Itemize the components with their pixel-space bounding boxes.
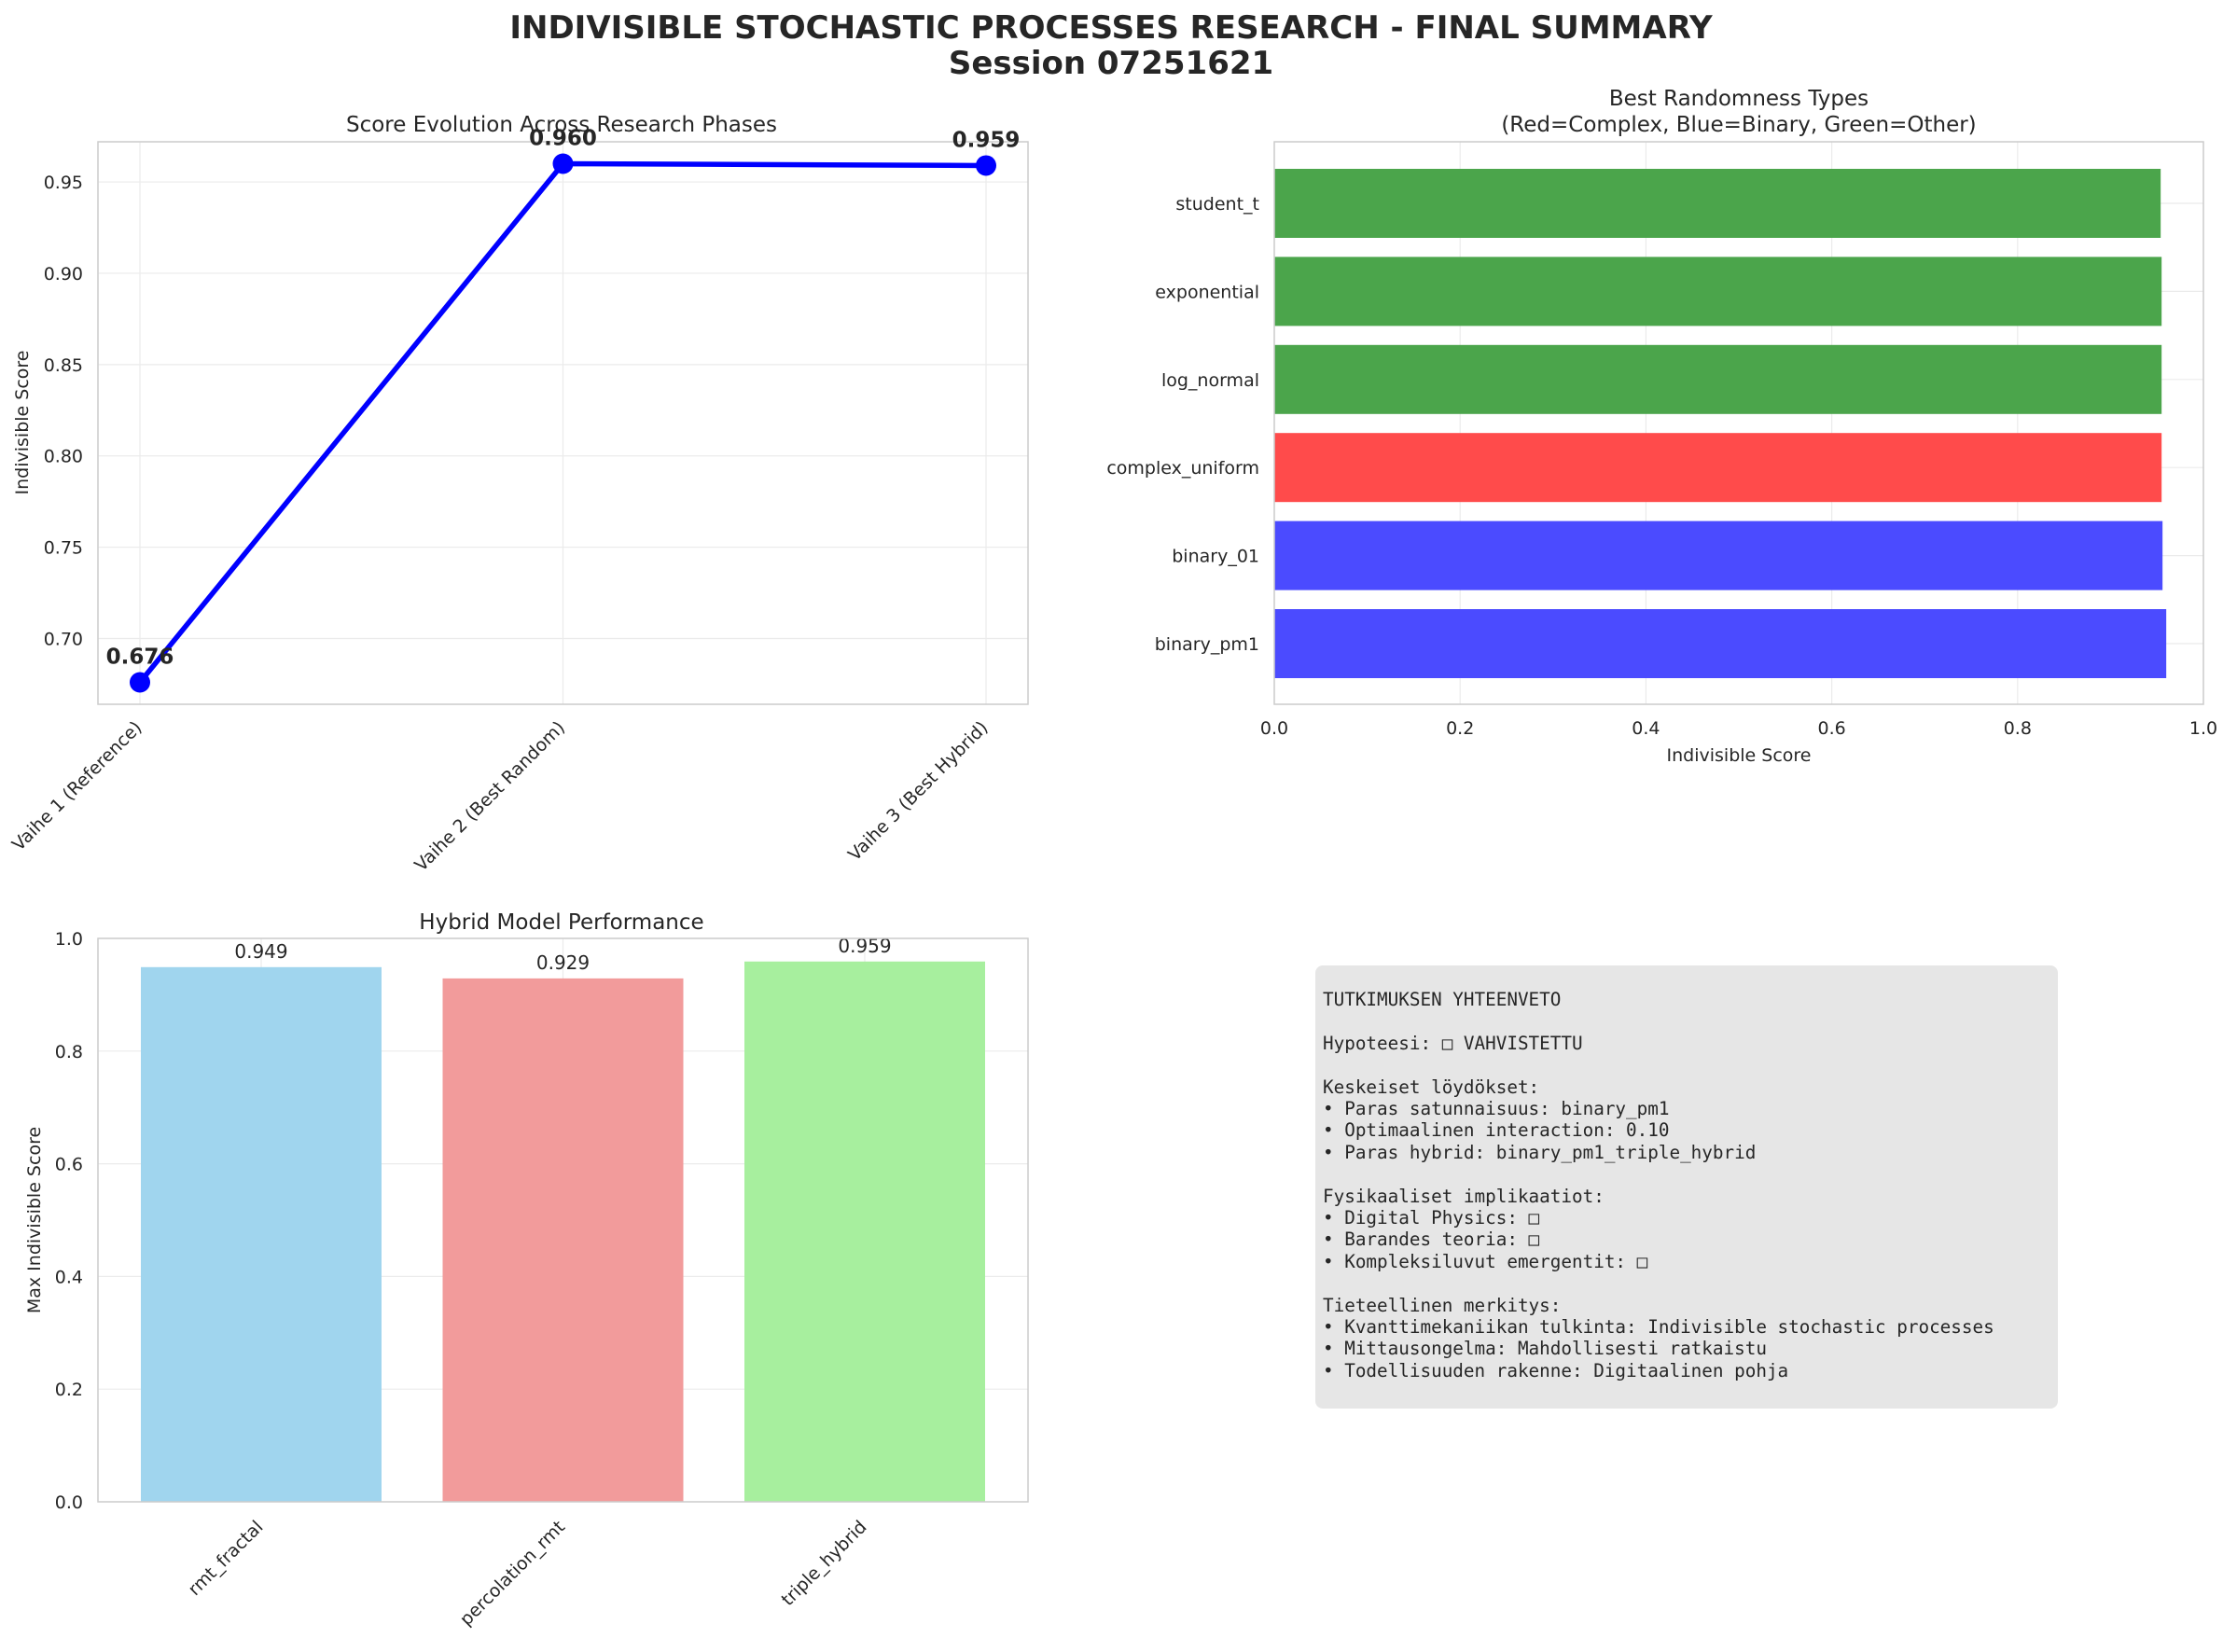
summary-implication-item: • Barandes teoria: □ (1323, 1229, 1540, 1251)
bar-complex_uniform (1274, 433, 2162, 503)
x-tick-label: Vaihe 1 (Reference) (8, 717, 146, 855)
hybrid-performance-chart: Hybrid Model Performance 0.949 0.929 0.959… (24, 910, 1029, 1630)
score-evolution-y-ticks: 0.70 0.75 0.80 0.85 0.90 0.95 (44, 173, 83, 649)
bar-binary_01 (1274, 521, 2163, 590)
x-tick-label: Vaihe 3 (Best Hybrid) (844, 717, 992, 865)
bar-data-label: 0.929 (536, 951, 590, 974)
randomness-types-frame (1273, 141, 2204, 705)
x-tick-label: 1.0 (2189, 718, 2217, 739)
bar-percolation_rmt (442, 978, 684, 1502)
randomness-types-title-line1: Best Randomness Types (1609, 87, 1869, 111)
score-evolution-title: Score Evolution Across Research Phases (346, 113, 777, 137)
summary-significance-item: • Kvanttimekaniikan tulkinta: Indivisibl… (1323, 1316, 1994, 1339)
summary-hypothesis: Hypoteesi: □ VAHVISTETTU (1323, 1032, 1583, 1054)
bar-rmt_fractal (141, 966, 382, 1502)
summary-finding-item: • Paras satunnaisuus: binary_pm1 (1323, 1098, 1670, 1119)
score-point (130, 672, 150, 693)
figure-title-line2: Session 07251621 (949, 45, 1273, 82)
randomness-types-chart: Best Randomness Types (Red=Complex, Blue… (1106, 87, 2217, 766)
randomness-types-x-label: Indivisible Score (1667, 745, 1812, 766)
randomness-types-bars (1274, 169, 2167, 678)
score-evolution-series: 0.676 0.960 0.959 (106, 126, 1021, 693)
summary-implication-item: • Digital Physics: □ (1323, 1207, 1540, 1229)
y-tick-label: 0.90 (44, 264, 83, 285)
figure-title-line1: INDIVISIBLE STOCHASTIC PROCESSES RESEARC… (509, 9, 1713, 47)
x-tick-label: rmt_fractal (185, 1517, 268, 1600)
summary-significance-item: • Mittausongelma: Mahdollisesti ratkaist… (1323, 1338, 1767, 1360)
x-tick-label: Vaihe 2 (Best Random) (410, 717, 569, 876)
y-tick-label: student_t (1175, 194, 1259, 215)
score-data-label: 0.959 (952, 128, 1021, 152)
y-tick-label: log_normal (1161, 370, 1259, 391)
score-evolution-x-ticks: Vaihe 1 (Reference) Vaihe 2 (Best Random)… (8, 717, 993, 876)
summary-heading: TUTKIMUKSEN YHTEENVETO (1323, 989, 1562, 1010)
y-tick-label: 0.2 (55, 1380, 83, 1400)
x-tick-label: percolation_rmt (456, 1517, 569, 1630)
x-tick-label: triple_hybrid (777, 1517, 870, 1610)
hybrid-performance-title: Hybrid Model Performance (419, 910, 703, 935)
bar-exponential (1274, 257, 2162, 326)
score-evolution-y-label: Indivisible Score (12, 351, 33, 495)
summary-finding-item: • Paras hybrid: binary_pm1_triple_hybrid (1323, 1141, 1757, 1163)
bar-log_normal (1274, 344, 2162, 414)
y-tick-label: 0.0 (55, 1492, 83, 1513)
bar-data-label: 0.949 (234, 940, 287, 963)
y-tick-label: 0.95 (44, 173, 83, 193)
summary-significance-heading: Tieteellinen merkitys: (1323, 1294, 1562, 1316)
hybrid-performance-y-label: Max Indivisible Score (24, 1127, 45, 1313)
y-tick-label: 0.8 (55, 1042, 83, 1062)
y-tick-label: 1.0 (55, 929, 83, 950)
hybrid-performance-y-ticks: 0.0 0.2 0.4 0.6 0.8 1.0 (55, 929, 83, 1513)
summary-implication-item: • Kompleksiluvut emergentit: □ (1323, 1250, 1648, 1272)
y-tick-label: 0.70 (44, 630, 83, 650)
hybrid-performance-x-ticks: rmt_fractal percolation_rmt triple_hybrid (185, 1517, 871, 1630)
y-tick-label: 0.80 (44, 447, 83, 467)
score-evolution-frame (97, 141, 1029, 705)
y-tick-label: complex_uniform (1106, 458, 1259, 479)
y-tick-label: 0.6 (55, 1155, 83, 1175)
hybrid-performance-bars: 0.949 0.929 0.959 (141, 935, 985, 1502)
summary-findings-heading: Keskeiset löydökset: (1323, 1076, 1540, 1098)
research-summary-box: TUTKIMUKSEN YHTEENVETO Hypoteesi: □ VAHVI… (1315, 965, 2058, 1409)
bar-data-label: 0.959 (838, 935, 891, 957)
score-data-label: 0.676 (106, 646, 174, 670)
y-tick-label: exponential (1155, 282, 1259, 302)
bar-triple_hybrid (744, 961, 985, 1502)
x-tick-label: 0.4 (1632, 718, 1660, 739)
y-tick-label: 0.75 (44, 538, 83, 559)
summary-implications-heading: Fysikaaliset implikaatiot: (1323, 1185, 1605, 1207)
x-tick-label: 0.6 (1817, 718, 1845, 739)
randomness-types-title-line2: (Red=Complex, Blue=Binary, Green=Other) (1501, 113, 1976, 137)
hybrid-performance-frame (97, 937, 1029, 1503)
y-tick-label: 0.85 (44, 355, 83, 376)
y-tick-label: binary_01 (1172, 547, 1259, 567)
summary-significance-item: • Todellisuuden rakenne: Digitaalinen po… (1323, 1359, 1789, 1381)
y-tick-label: binary_pm1 (1155, 634, 1259, 655)
score-evolution-chart: Score Evolution Across Research Phases 0… (8, 113, 1029, 876)
score-data-label: 0.960 (529, 126, 597, 150)
y-tick-label: 0.4 (55, 1267, 83, 1287)
bar-student_t (1274, 169, 2161, 238)
x-tick-label: 0.2 (1446, 718, 1474, 739)
score-evolution-grid (98, 142, 1028, 704)
score-point (552, 153, 574, 174)
randomness-types-x-ticks: 0.0 0.2 0.4 0.6 0.8 1.0 (1260, 718, 2217, 739)
x-tick-label: 0.8 (2004, 718, 2032, 739)
summary-finding-item: • Optimaalinen interaction: 0.10 (1323, 1119, 1670, 1142)
bar-binary_pm1 (1274, 609, 2167, 678)
x-tick-label: 0.0 (1260, 718, 1288, 739)
randomness-types-y-ticks: binary_pm1 binary_01 complex_uniform log_no… (1106, 194, 1259, 655)
score-point (976, 155, 996, 176)
